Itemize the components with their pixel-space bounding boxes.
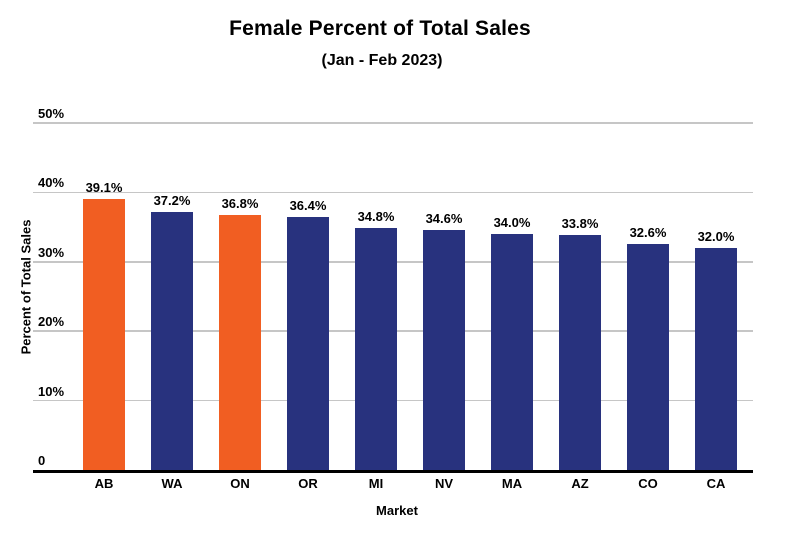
x-axis-line (33, 470, 753, 473)
bar-MA (491, 234, 533, 470)
x-tick-label-OR: OR (298, 476, 318, 491)
y-tick-label-0: 0 (38, 453, 46, 468)
bar-WA (151, 212, 193, 470)
y-tick-label-30: 30% (38, 244, 65, 260)
x-axis-title: Market (376, 503, 418, 518)
bar-value-label-CA: 32.0% (697, 229, 735, 244)
x-tick-label-NV: NV (434, 476, 454, 491)
bar-MI (355, 228, 397, 470)
x-tick-label-CA: CA (706, 476, 726, 491)
chart-title: Female Percent of Total Sales (229, 17, 531, 40)
bar-value-label-NV: 34.6% (425, 211, 463, 226)
y-tick-label-40: 40% (38, 175, 65, 191)
gridline-50 (33, 122, 753, 124)
bar-NV (423, 230, 465, 470)
x-tick-label-MI: MI (368, 476, 384, 491)
bar-value-label-CO: 32.6% (629, 225, 667, 240)
bar-ON (219, 215, 261, 470)
gridline-40 (33, 191, 753, 194)
y-tick-label-10: 10% (38, 383, 65, 399)
x-tick-label-ON: ON (230, 476, 250, 491)
x-tick-label-AZ: AZ (571, 476, 589, 491)
bar-value-label-AB: 39.1% (85, 180, 123, 195)
bar-OR (287, 217, 329, 470)
bar-CO (627, 244, 669, 470)
bar-value-label-MI: 34.8% (357, 209, 395, 224)
bar-AB (83, 199, 125, 470)
y-tick-label-20: 20% (38, 314, 65, 330)
bar-value-label-AZ: 33.8% (561, 216, 599, 231)
bar-value-label-OR: 36.4% (289, 198, 327, 213)
bar-AZ (559, 235, 601, 470)
x-tick-label-AB: AB (94, 476, 114, 491)
bar-value-label-MA: 34.0% (493, 215, 531, 230)
y-axis-title: Percent of Total Sales (18, 219, 34, 355)
bar-value-label-WA: 37.2% (153, 193, 191, 208)
y-tick-label-50: 50% (38, 106, 65, 121)
x-tick-label-MA: MA (501, 476, 523, 491)
chart-subtitle: (Jan - Feb 2023) (321, 52, 443, 69)
x-tick-label-WA: WA (161, 476, 183, 491)
bar-value-label-ON: 36.8% (221, 196, 259, 211)
x-tick-label-CO: CO (638, 476, 658, 491)
bar-CA (695, 248, 737, 470)
